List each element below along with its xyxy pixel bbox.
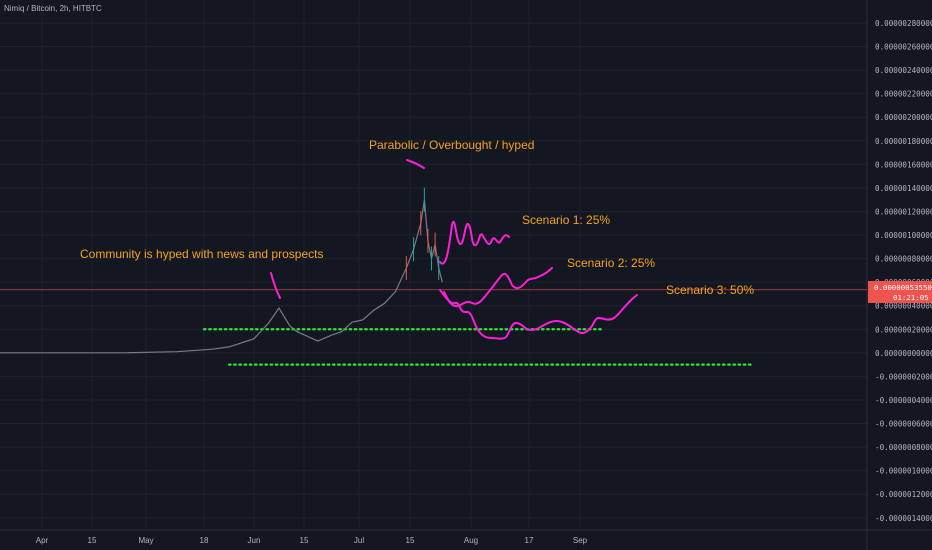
price-tick-label: 0.00000260000 <box>875 43 932 52</box>
price-tick-label: -0.00000100000 <box>875 467 932 476</box>
price-tick-label: 0.00000020000 <box>875 325 932 334</box>
price-tick-label: 0.00000240000 <box>875 66 932 75</box>
peak-pointer-drawing[interactable] <box>406 159 425 169</box>
price-tick-label: 0.00000100000 <box>875 231 932 240</box>
price-tick-label: -0.00000080000 <box>875 443 932 452</box>
last-price-tag: 0.00000053550 01:21:05 <box>868 281 932 303</box>
time-tick-label: Apr <box>36 536 49 545</box>
time-tick-label: Jul <box>354 536 364 545</box>
price-series <box>0 187 443 354</box>
annotation-scenario-2: Scenario 2: 25% <box>567 256 655 270</box>
time-tick-label: 18 <box>200 536 209 545</box>
last-price-tag-background <box>868 281 932 303</box>
annotation-parabolic: Parabolic / Overbought / hyped <box>369 138 534 152</box>
price-tick-label: 0.00000280000 <box>875 19 932 28</box>
annotation-scenario-1: Scenario 1: 25% <box>522 213 610 227</box>
scenario-1-path[interactable] <box>439 221 510 265</box>
price-tick-label: 0.00000120000 <box>875 207 932 216</box>
price-tick-label: -0.00000120000 <box>875 490 932 499</box>
price-tick-label: 0.00000220000 <box>875 90 932 99</box>
scenario-2-path[interactable] <box>443 267 553 308</box>
annotation-scenario-3: Scenario 3: 50% <box>666 283 754 297</box>
price-tick-label: 0.00000080000 <box>875 255 932 264</box>
price-tick-label: -0.00000140000 <box>875 514 932 523</box>
price-tick-label: 0.00000000000 <box>875 349 932 358</box>
price-series-line <box>0 199 443 354</box>
price-tick-label: 0.00000200000 <box>875 113 932 122</box>
price-tick-label: 0.00000180000 <box>875 137 932 146</box>
last-price-countdown: 01:21:05 <box>893 293 929 302</box>
time-tick-label: 15 <box>88 536 97 545</box>
hype-pointer-drawing[interactable] <box>270 272 281 299</box>
price-tick-label: -0.00000020000 <box>875 372 932 381</box>
annotation-community: Community is hyped with news and prospec… <box>80 247 323 261</box>
time-tick-label: Sep <box>573 536 588 545</box>
time-tick-label: 17 <box>525 536 534 545</box>
time-tick-label: Jun <box>248 536 261 545</box>
time-tick-label: Aug <box>464 536 478 545</box>
price-tick-label: 0.00000140000 <box>875 184 932 193</box>
symbol-title[interactable]: Nimiq / Bitcoin, 2h, HITBTC <box>4 4 102 13</box>
time-tick-label: 15 <box>300 536 309 545</box>
time-tick-label: May <box>138 536 153 545</box>
price-tick-label: 0.00000040000 <box>875 302 932 311</box>
last-price-value: 0.00000053550 <box>874 283 932 292</box>
price-tick-label: -0.00000060000 <box>875 420 932 429</box>
price-tick-label: 0.00000160000 <box>875 160 932 169</box>
time-tick-label: 15 <box>406 536 415 545</box>
scenario-3-path[interactable] <box>439 289 638 340</box>
drawings[interactable] <box>270 159 638 340</box>
price-tick-label: -0.00000040000 <box>875 396 932 405</box>
time-axis[interactable]: Apr 15 May 18 Jun 15 Jul 15 Aug 17 Sep <box>36 536 588 545</box>
